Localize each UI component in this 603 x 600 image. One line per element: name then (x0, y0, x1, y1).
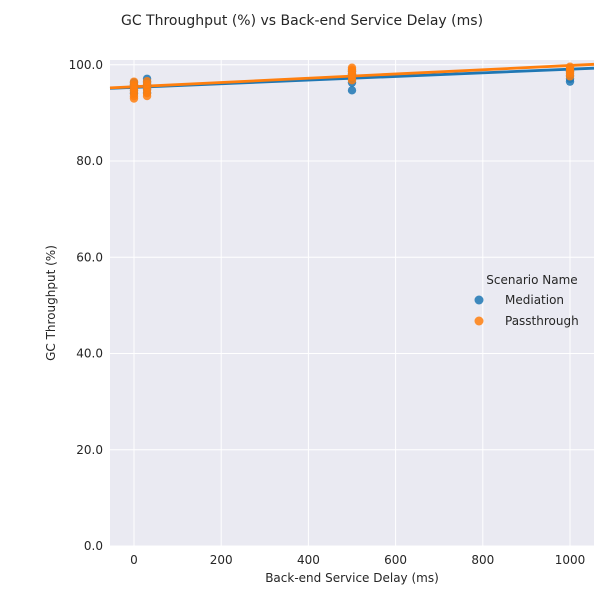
y-axis-label: GC Throughput (%) (44, 245, 58, 361)
y-tick-label: 0.0 (84, 539, 103, 553)
y-tick-label: 60.0 (76, 250, 103, 264)
y-tick-label: 100.0 (69, 58, 103, 72)
data-point-passthrough (347, 63, 357, 72)
data-point-passthrough (142, 76, 152, 86)
data-point-passthrough (565, 62, 575, 71)
legend-title: Scenario Name (486, 273, 577, 287)
plot-area (110, 60, 594, 546)
y-tick-label: 20.0 (76, 443, 103, 457)
legend-items: Mediation Passthrough (474, 293, 579, 328)
data-point-passthrough (129, 77, 139, 86)
x-tick-label: 800 (471, 553, 494, 567)
grid (110, 60, 594, 547)
legend-marker-passthrough (474, 316, 484, 326)
legend-label-mediation: Mediation (505, 293, 564, 307)
y-tick-label: 40.0 (76, 347, 103, 361)
x-tick-label: 400 (297, 553, 320, 567)
x-tick-label: 1000 (555, 553, 586, 567)
data-point-mediation (347, 86, 357, 95)
tick-labels: 0 200 400 600 800 1000 0.0 20.0 40.0 60.0 80.0 100.… (69, 58, 586, 567)
legend: Scenario Name Mediation Passthrough (474, 273, 579, 328)
x-axis-label: Back-end Service Delay (ms) (265, 571, 439, 585)
x-tick-label: 600 (384, 553, 407, 567)
chart-title: GC Throughput (%) vs Back-end Service De… (121, 13, 483, 29)
x-tick-label: 0 (130, 553, 138, 567)
x-tick-label: 200 (210, 553, 233, 567)
legend-label-passthrough: Passthrough (505, 314, 579, 328)
data-points (129, 62, 575, 103)
legend-marker-mediation (474, 295, 484, 305)
y-tick-label: 80.0 (76, 154, 103, 168)
